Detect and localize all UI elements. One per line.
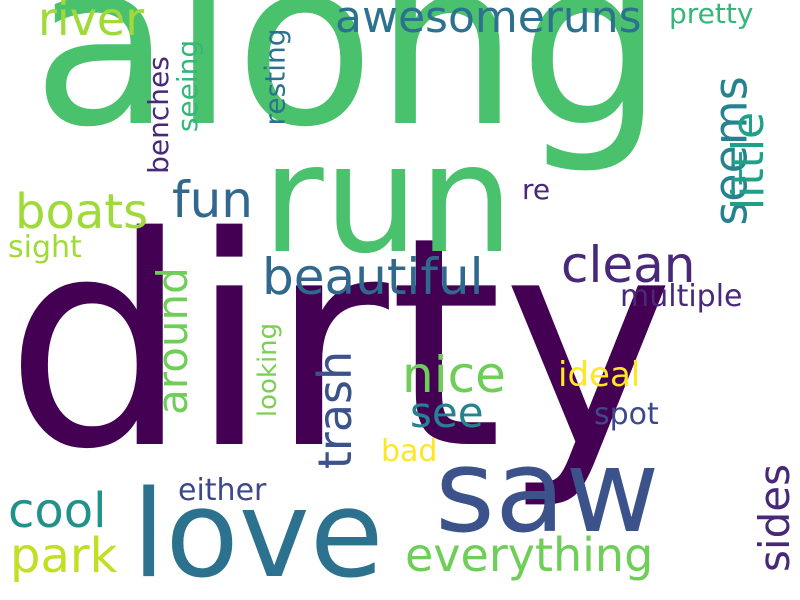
word-sight: sight	[8, 230, 82, 265]
word-beautiful: beautiful	[262, 248, 484, 306]
word-little: little	[723, 111, 775, 211]
word-saw: saw	[435, 425, 660, 559]
word-cool: cool	[8, 483, 107, 539]
word-pretty: pretty	[669, 0, 754, 30]
word-park: park	[10, 528, 118, 584]
word-boats: boats	[15, 184, 149, 240]
word-either: either	[178, 473, 267, 508]
word-love: love	[132, 466, 384, 600]
word-awesomeruns: awesomeruns	[335, 0, 642, 43]
word-everything: everything	[405, 528, 654, 582]
word-multiple: multiple	[620, 279, 743, 314]
word-sides: sides	[749, 464, 799, 572]
word-trash: trash	[308, 350, 363, 470]
word-see: see	[410, 388, 484, 437]
word-re: re	[522, 173, 551, 206]
word-spot: spot	[594, 397, 659, 432]
word-ideal: ideal	[558, 355, 641, 395]
word-looking: looking	[253, 322, 284, 418]
word-benches: benches	[141, 56, 175, 174]
word-along: along	[32, 0, 664, 177]
word-seeing: seeing	[171, 39, 205, 133]
word-nice: nice	[402, 346, 506, 404]
word-resting: resting	[258, 28, 292, 126]
word-dirty: dirty	[5, 176, 675, 513]
word-river: river	[38, 0, 145, 46]
word-clean: clean	[561, 236, 696, 294]
word-fun: fun	[172, 171, 253, 229]
word-around: around	[147, 267, 197, 415]
word-run: run	[262, 113, 514, 287]
word-bad: bad	[381, 434, 438, 469]
